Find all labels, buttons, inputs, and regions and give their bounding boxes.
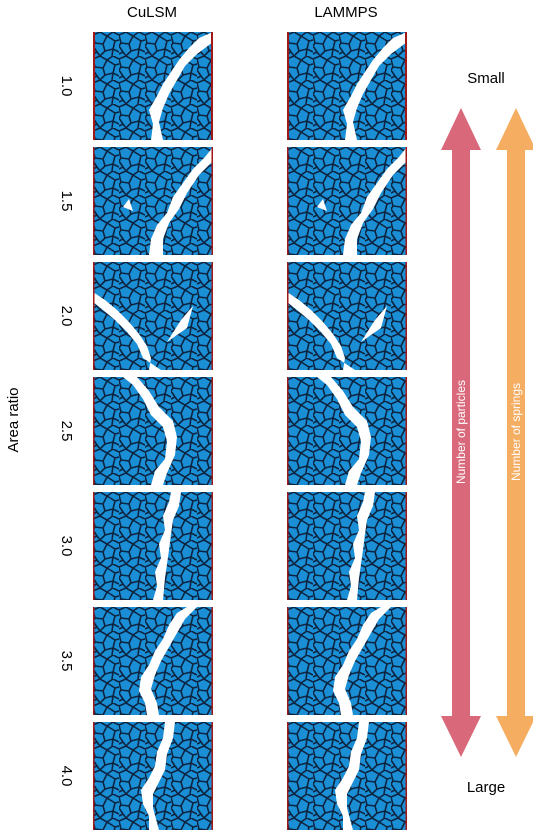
wall-boundary — [93, 607, 95, 715]
row-label-7: 4.0 — [58, 766, 75, 787]
springs-arrow-label: Number of springs — [509, 383, 523, 481]
wall-boundary — [287, 147, 289, 255]
wall-boundary — [93, 722, 95, 830]
wall-boundary — [211, 377, 213, 485]
panel-culsm-5 — [93, 492, 213, 600]
wall-boundary — [211, 722, 213, 830]
wall-boundary — [211, 607, 213, 715]
particles-arrow: Number of particles — [441, 108, 481, 757]
row-label-5: 3.0 — [58, 536, 75, 557]
wall-boundary — [287, 262, 289, 370]
particles-arrow-label: Number of particles — [454, 380, 468, 484]
scale-top-label: Small — [467, 70, 505, 87]
wall-boundary — [211, 147, 213, 255]
springs-arrow: Number of springs — [496, 108, 533, 757]
column-header-lammps: LAMMPS — [314, 4, 377, 21]
panel-culsm-6 — [93, 607, 213, 715]
panel-culsm-4 — [93, 377, 213, 485]
panel-lammps-1 — [287, 32, 407, 140]
crack-region — [335, 722, 369, 830]
panel-culsm-7 — [93, 722, 213, 830]
wall-boundary — [211, 492, 213, 600]
wall-boundary — [287, 492, 289, 600]
panel-lammps-7 — [287, 722, 407, 830]
wall-boundary — [93, 32, 95, 140]
wall-boundary — [93, 492, 95, 600]
wall-boundary — [405, 722, 407, 830]
crack-region — [333, 607, 391, 715]
crack-region — [93, 292, 193, 370]
wall-boundary — [405, 492, 407, 600]
y-axis-label: Area ratio — [5, 387, 22, 452]
column-header-culsm: CuLSM — [127, 4, 177, 21]
wall-boundary — [93, 147, 95, 255]
wall-boundary — [211, 262, 213, 370]
crack-region — [343, 32, 407, 140]
wall-boundary — [287, 32, 289, 140]
panel-culsm-2 — [93, 147, 213, 255]
panel-lammps-3 — [287, 262, 407, 370]
panel-lammps-6 — [287, 607, 407, 715]
row-label-3: 2.0 — [58, 306, 75, 327]
panel-lammps-5 — [287, 492, 407, 600]
simulation-panels — [93, 32, 407, 830]
crack-region — [317, 377, 371, 485]
wall-boundary — [211, 32, 213, 140]
wall-boundary — [93, 262, 95, 370]
wall-boundary — [287, 722, 289, 830]
crack-region — [139, 607, 197, 715]
crack-region — [123, 147, 213, 255]
wall-boundary — [405, 32, 407, 140]
wall-boundary — [287, 377, 289, 485]
crack-region — [141, 722, 175, 830]
crack-region — [153, 492, 181, 600]
wall-boundary — [405, 607, 407, 715]
wall-boundary — [405, 262, 407, 370]
wall-boundary — [287, 607, 289, 715]
crack-region — [287, 292, 387, 370]
row-labels: 1.0 1.5 2.0 2.5 3.0 3.5 4.0 — [58, 76, 75, 787]
wall-boundary — [93, 377, 95, 485]
panel-culsm-1 — [93, 32, 213, 140]
row-label-6: 3.5 — [58, 651, 75, 672]
crack-region — [347, 492, 375, 600]
panel-lammps-4 — [287, 377, 407, 485]
wall-boundary — [405, 377, 407, 485]
crack-region — [123, 377, 177, 485]
row-label-4: 2.5 — [58, 421, 75, 442]
panel-culsm-3 — [93, 262, 213, 370]
crack-region — [317, 147, 407, 255]
crack-region — [149, 32, 213, 140]
row-label-1: 1.0 — [58, 76, 75, 97]
wall-boundary — [405, 147, 407, 255]
row-label-2: 1.5 — [58, 191, 75, 212]
scale-bottom-label: Large — [467, 779, 505, 796]
panel-lammps-2 — [287, 147, 407, 255]
